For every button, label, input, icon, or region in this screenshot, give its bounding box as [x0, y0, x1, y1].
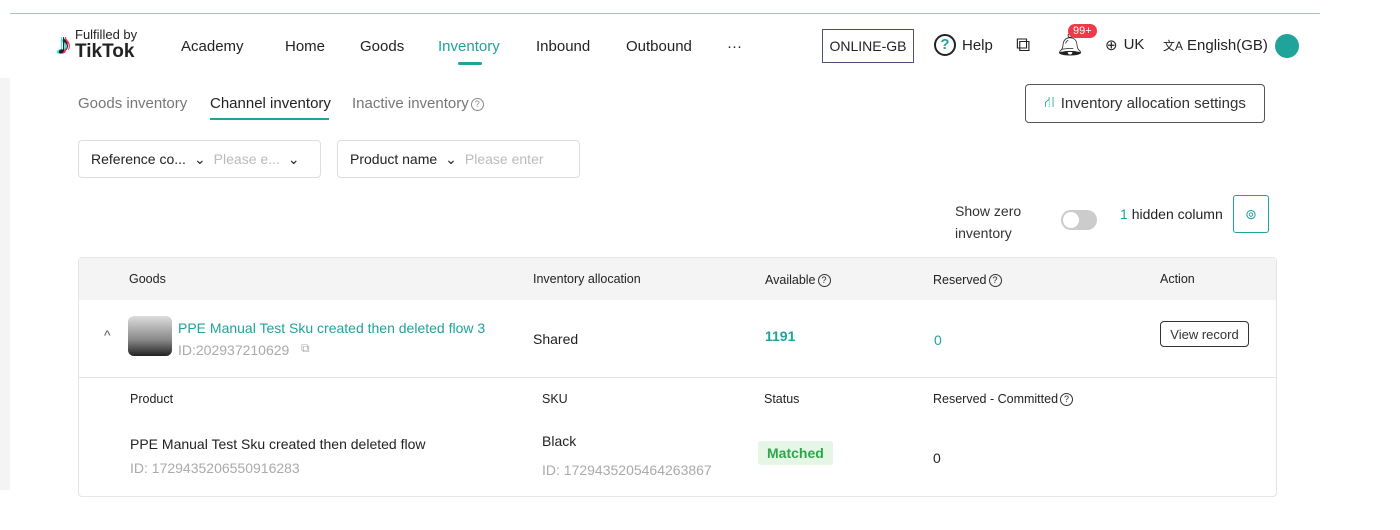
sub-product-id: ID: 1729435206550916283 — [130, 460, 300, 476]
reference-code-filter[interactable]: Reference co... ⌄ Please e... ⌄ — [78, 140, 321, 178]
notification-badge: 99+ — [1068, 24, 1097, 38]
hidden-count: 1 — [1120, 206, 1128, 222]
filter-label: Reference co... — [91, 151, 186, 167]
logo-line1: Fulfilled by — [75, 27, 138, 42]
help-button[interactable]: ? Help — [934, 34, 993, 56]
tab-label: Inactive inventory — [352, 95, 469, 112]
table-header — [79, 258, 1276, 300]
hidden-column-info: 1 hidden column — [1120, 206, 1223, 222]
column-label: Available — [765, 273, 816, 287]
package-return-icon[interactable]: ⧉ — [1016, 34, 1031, 56]
label-line: Show zero — [955, 203, 1022, 219]
settings-icon: ⊚ — [1245, 206, 1257, 222]
column-reserved: Reserved? — [933, 273, 1002, 288]
language-label: English(GB) — [1187, 37, 1268, 54]
copy-icon[interactable]: ⧉ — [301, 341, 310, 355]
region-selector[interactable]: ⊕ UK — [1105, 36, 1144, 54]
row-divider — [79, 377, 1276, 378]
column-settings-button[interactable]: ⊚ — [1233, 195, 1269, 233]
chevron-down-icon: ⌄ — [445, 150, 457, 167]
filter-input[interactable]: Please e... — [213, 151, 280, 167]
product-id: ID:202937210629 — [178, 342, 290, 358]
tab-inactive-inventory[interactable]: Inactive inventory? — [352, 95, 484, 112]
nav-more[interactable]: ··· — [727, 38, 742, 55]
sub-product-name: PPE Manual Test Sku created then deleted… — [130, 436, 426, 452]
product-thumbnail — [128, 316, 172, 356]
tab-goods-inventory[interactable]: Goods inventory — [78, 95, 188, 112]
hierarchy-icon: ⛙ — [1044, 94, 1055, 111]
help-icon: ? — [1060, 393, 1074, 407]
tiktok-icon: ♪ — [56, 28, 71, 61]
nav-home[interactable]: Home — [285, 38, 326, 55]
inventory-table — [78, 257, 1277, 497]
nav-goods[interactable]: Goods — [360, 38, 405, 55]
top-divider — [10, 13, 1320, 14]
avatar[interactable] — [1275, 34, 1299, 58]
sub-column-reserved-committed: Reserved - Committed? — [933, 392, 1074, 407]
filter-label: Product name — [350, 151, 438, 167]
hidden-label: hidden column — [1131, 206, 1223, 222]
column-goods: Goods — [129, 272, 166, 286]
tab-active-indicator — [210, 118, 329, 120]
sku-id: ID: 1729435205464263867 — [542, 462, 712, 478]
region-label: UK — [1123, 36, 1145, 53]
help-icon: ? — [470, 97, 484, 111]
button-label: Inventory allocation settings — [1060, 95, 1246, 112]
nav-academy[interactable]: Academy — [181, 38, 244, 55]
chevron-down-icon: ⌄ — [193, 150, 206, 167]
help-icon: ? — [988, 274, 1002, 288]
help-label: Help — [962, 36, 993, 54]
nav-inbound[interactable]: Inbound — [536, 38, 591, 55]
product-name-filter[interactable]: Product name ⌄ Please enter — [337, 140, 580, 178]
reserved-value[interactable]: 0 — [934, 332, 942, 348]
allocation-value: Shared — [533, 331, 579, 347]
chevron-down-icon: ⌄ — [287, 150, 300, 167]
filter-input[interactable]: Please enter — [464, 151, 544, 167]
inventory-allocation-settings-button[interactable]: ⛙ Inventory allocation settings — [1025, 84, 1265, 123]
nav-outbound[interactable]: Outbound — [626, 38, 692, 55]
product-link[interactable]: PPE Manual Test Sku created then deleted… — [178, 320, 486, 336]
column-inventory-allocation: Inventory allocation — [533, 272, 641, 286]
column-label: Reserved - Committed — [933, 392, 1059, 406]
column-action: Action — [1160, 272, 1195, 286]
sub-column-sku: SKU — [542, 392, 568, 406]
show-zero-label: Show zero inventory — [955, 200, 1021, 244]
globe-icon: ⊕ — [1105, 37, 1118, 54]
language-selector[interactable]: 文A English(GB) — [1163, 37, 1268, 54]
help-icon: ? — [934, 34, 956, 56]
collapse-row-icon[interactable]: ^ — [104, 327, 111, 343]
column-available: Available? — [765, 273, 831, 288]
nav-inventory[interactable]: Inventory — [438, 38, 500, 55]
view-record-button[interactable]: View record — [1160, 321, 1249, 347]
sub-column-product: Product — [130, 392, 174, 406]
translate-icon: 文A — [1163, 39, 1184, 53]
logo[interactable]: ♪ Fulfilled by TikTok — [56, 28, 137, 62]
show-zero-inventory-toggle[interactable] — [1061, 210, 1097, 230]
help-icon: ? — [817, 274, 831, 288]
store-selector[interactable]: ONLINE-GB — [822, 29, 914, 63]
available-value[interactable]: 1191 — [765, 328, 796, 344]
reserved-committed-value: 0 — [933, 450, 941, 466]
status-badge: Matched — [758, 441, 833, 465]
tab-channel-inventory[interactable]: Channel inventory — [210, 95, 331, 112]
sku-value: Black — [542, 433, 577, 449]
left-gutter — [0, 78, 10, 490]
nav-active-indicator — [458, 62, 482, 65]
logo-line2: TikTok — [75, 41, 135, 62]
sub-column-status: Status — [764, 392, 800, 406]
column-label: Reserved — [933, 273, 987, 287]
label-line: inventory — [955, 225, 1012, 241]
